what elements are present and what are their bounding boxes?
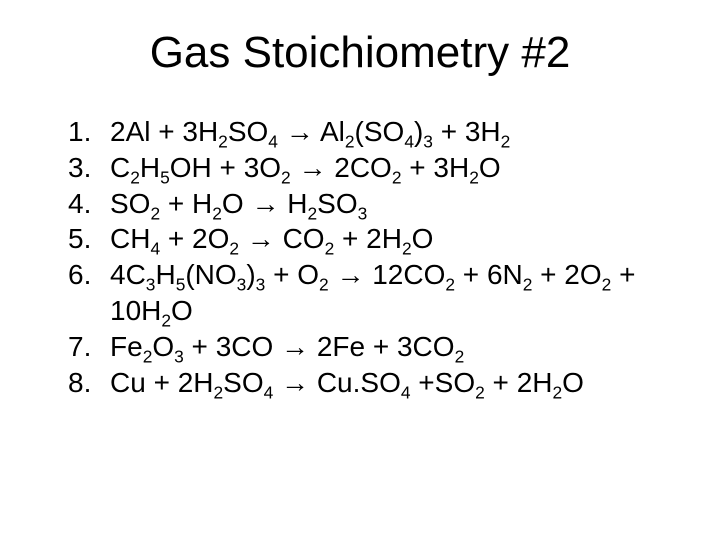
list-item: 1. 2Al + 3H2SO4 → Al2(SO4)3 + 3H2 — [68, 114, 680, 150]
equation: Cu + 2H2SO4 → Cu.SO4 +SO2 + 2H2O — [110, 365, 680, 401]
equation: Fe2O3 + 3CO → 2Fe + 3CO2 — [110, 329, 680, 365]
equation: 4C3H5(NO3)3 + O2 → 12CO2 + 6N2 + 2O2 + 1… — [110, 257, 680, 329]
item-number: 7. — [68, 329, 110, 365]
equation: C2H5OH + 3O2 → 2CO2 + 3H2O — [110, 150, 680, 186]
equation: 2Al + 3H2SO4 → Al2(SO4)3 + 3H2 — [110, 114, 680, 150]
list-item: 6. 4C3H5(NO3)3 + O2 → 12CO2 + 6N2 + 2O2 … — [68, 257, 680, 329]
list-item: 3. C2H5OH + 3O2 → 2CO2 + 3H2O — [68, 150, 680, 186]
item-number: 6. — [68, 257, 110, 293]
list-item: 4. SO2 + H2O → H2SO3 — [68, 186, 680, 222]
list-item: 8. Cu + 2H2SO4 → Cu.SO4 +SO2 + 2H2O — [68, 365, 680, 401]
item-number: 1. — [68, 114, 110, 150]
equation: SO2 + H2O → H2SO3 — [110, 186, 680, 222]
item-number: 5. — [68, 221, 110, 257]
equation-list: 1. 2Al + 3H2SO4 → Al2(SO4)3 + 3H2 3. C2H… — [40, 114, 680, 401]
item-number: 8. — [68, 365, 110, 401]
equation: CH4 + 2O2 → CO2 + 2H2O — [110, 221, 680, 257]
item-number: 3. — [68, 150, 110, 186]
list-item: 7. Fe2O3 + 3CO → 2Fe + 3CO2 — [68, 329, 680, 365]
item-number: 4. — [68, 186, 110, 222]
list-item: 5. CH4 + 2O2 → CO2 + 2H2O — [68, 221, 680, 257]
slide-title: Gas Stoichiometry #2 — [40, 28, 680, 78]
slide: Gas Stoichiometry #2 1. 2Al + 3H2SO4 → A… — [0, 0, 720, 540]
